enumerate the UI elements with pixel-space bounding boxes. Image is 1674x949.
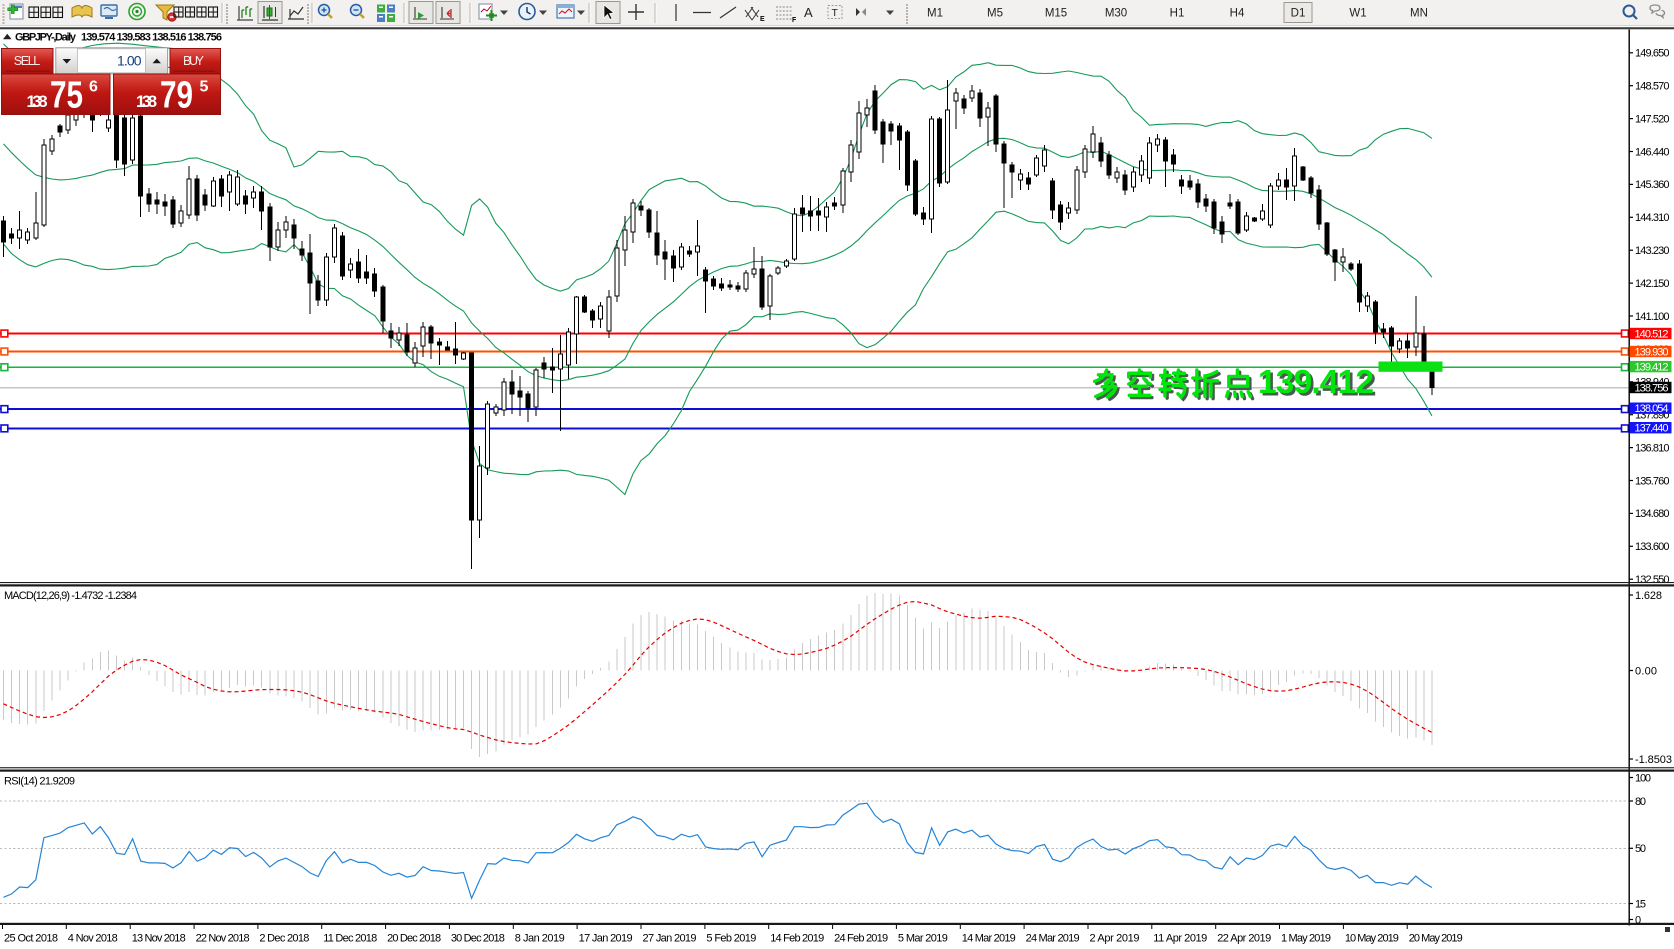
svg-text:143.230: 143.230 — [1635, 245, 1670, 257]
svg-text:5 Mar 2019: 5 Mar 2019 — [898, 933, 948, 945]
svg-text:138: 138 — [27, 93, 48, 111]
svg-text:139.574 139.583 138.516 138.75: 139.574 139.583 138.516 138.756 — [81, 32, 222, 44]
svg-text:RSI(14) 21.9209: RSI(14) 21.9209 — [4, 776, 75, 788]
svg-text:80: 80 — [1635, 796, 1646, 808]
svg-text:13 Nov 2018: 13 Nov 2018 — [132, 933, 186, 945]
svg-text:142.150: 142.150 — [1635, 278, 1670, 290]
svg-text:20 May 2019: 20 May 2019 — [1409, 933, 1463, 945]
svg-text:11 Apr 2019: 11 Apr 2019 — [1153, 933, 1207, 945]
svg-text:1 May 2019: 1 May 2019 — [1281, 933, 1331, 945]
svg-text:10 May 2019: 10 May 2019 — [1345, 933, 1399, 945]
svg-text:H4: H4 — [1230, 8, 1245, 20]
svg-text:146.440: 146.440 — [1635, 146, 1670, 158]
svg-text:149.650: 149.650 — [1635, 48, 1670, 60]
svg-text:11 Dec 2018: 11 Dec 2018 — [323, 933, 377, 945]
svg-text:139.930: 139.930 — [1635, 347, 1669, 359]
svg-text:132.550: 132.550 — [1635, 574, 1670, 586]
svg-text:22 Apr 2019: 22 Apr 2019 — [1217, 933, 1271, 945]
svg-text:MN: MN — [1410, 8, 1428, 20]
svg-text:D1: D1 — [1291, 8, 1306, 20]
svg-text:24 Feb 2019: 24 Feb 2019 — [834, 933, 888, 945]
svg-text:100: 100 — [1635, 772, 1651, 784]
svg-text:0.00: 0.00 — [1635, 665, 1657, 677]
svg-text:5 Feb 2019: 5 Feb 2019 — [706, 933, 756, 945]
svg-text:138: 138 — [136, 93, 157, 111]
svg-text:A: A — [804, 5, 813, 20]
svg-text:W1: W1 — [1349, 8, 1366, 20]
svg-text:20 Dec 2018: 20 Dec 2018 — [387, 933, 441, 945]
svg-text:SELL: SELL — [14, 54, 41, 68]
svg-text:F: F — [792, 17, 797, 24]
svg-text:-1.8503: -1.8503 — [1635, 754, 1672, 766]
svg-text:4 Nov 2018: 4 Nov 2018 — [68, 933, 118, 945]
svg-text:1.00: 1.00 — [117, 52, 142, 68]
svg-text:148.570: 148.570 — [1635, 81, 1670, 93]
svg-text:GBPJPY-,Daily: GBPJPY-,Daily — [15, 32, 77, 44]
svg-text:144.310: 144.310 — [1635, 212, 1670, 224]
svg-text:50: 50 — [1635, 843, 1646, 855]
svg-text:136.810: 136.810 — [1635, 442, 1670, 454]
svg-text:MACD(12,26,9) -1.4732 -1.2384: MACD(12,26,9) -1.4732 -1.2384 — [4, 590, 137, 602]
svg-text:H1: H1 — [1170, 8, 1185, 20]
svg-text:M15: M15 — [1045, 8, 1067, 20]
svg-text:140.512: 140.512 — [1635, 329, 1669, 341]
svg-text:6: 6 — [89, 78, 98, 95]
svg-text:30 Dec 2018: 30 Dec 2018 — [451, 933, 505, 945]
svg-text:24 Mar 2019: 24 Mar 2019 — [1026, 933, 1080, 945]
svg-text:M1: M1 — [927, 8, 943, 20]
svg-text:E: E — [760, 16, 765, 23]
svg-text:22 Nov 2018: 22 Nov 2018 — [196, 933, 250, 945]
svg-text:25 Oct 2018: 25 Oct 2018 — [4, 933, 58, 945]
svg-text:14 Mar 2019: 14 Mar 2019 — [962, 933, 1016, 945]
svg-text:8 Jan 2019: 8 Jan 2019 — [515, 933, 565, 945]
svg-text:27 Jan 2019: 27 Jan 2019 — [643, 933, 697, 945]
svg-text:79: 79 — [160, 74, 193, 116]
svg-text:17 Jan 2019: 17 Jan 2019 — [579, 933, 633, 945]
svg-text:134.680: 134.680 — [1635, 508, 1670, 520]
svg-text:M5: M5 — [987, 8, 1003, 20]
svg-text:139.412: 139.412 — [1635, 362, 1669, 374]
svg-text:133.600: 133.600 — [1635, 541, 1670, 553]
svg-text:T: T — [832, 7, 839, 19]
svg-text:138.756: 138.756 — [1635, 383, 1669, 395]
svg-text:1.628: 1.628 — [1635, 590, 1662, 602]
svg-text:147.520: 147.520 — [1635, 113, 1670, 125]
svg-text:2 Apr 2019: 2 Apr 2019 — [1090, 933, 1140, 945]
svg-text:141.100: 141.100 — [1635, 311, 1670, 323]
svg-text:137.440: 137.440 — [1635, 423, 1669, 435]
svg-text:139.412: 139.412 — [1261, 366, 1377, 403]
svg-text:M30: M30 — [1105, 8, 1127, 20]
svg-text:0: 0 — [1635, 914, 1641, 926]
svg-text:145.360: 145.360 — [1635, 179, 1670, 191]
svg-text:5: 5 — [200, 78, 209, 95]
svg-text:75: 75 — [50, 74, 83, 116]
svg-text:139.412: 139.412 — [1258, 364, 1374, 401]
svg-text:14 Feb 2019: 14 Feb 2019 — [770, 933, 824, 945]
svg-text:135.760: 135.760 — [1635, 475, 1670, 487]
svg-text:15: 15 — [1635, 898, 1646, 910]
svg-text:138.054: 138.054 — [1635, 403, 1669, 415]
svg-text:BUY: BUY — [183, 54, 205, 68]
svg-text:2 Dec 2018: 2 Dec 2018 — [259, 933, 309, 945]
